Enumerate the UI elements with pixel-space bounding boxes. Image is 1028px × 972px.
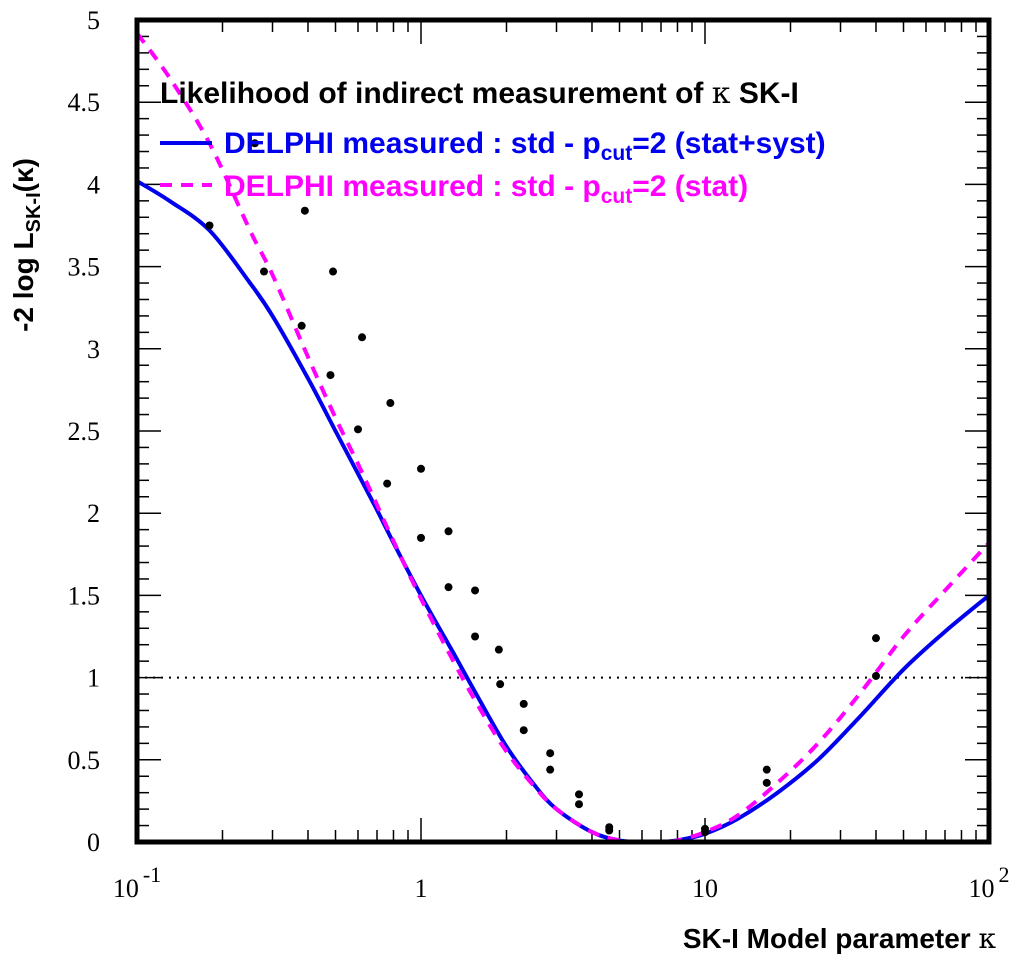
x-tick-label: 10 (692, 874, 718, 903)
data-point (417, 464, 425, 473)
y-tick-label: 2 (87, 499, 100, 528)
x-tick-label: 10 -1 (113, 862, 161, 903)
y-tick-label: 3.5 (68, 253, 101, 282)
x-axis-title: SK-I Model parameter κ (683, 922, 997, 955)
legend-label-stat-syst-tail: =2 (stat+syst) (632, 127, 825, 160)
x-tick-labels: 10 -1 1 10 10 2 (113, 862, 1010, 903)
y-axis-title-tail: (κ) (8, 158, 39, 192)
x-tick-label: 1 (415, 874, 428, 903)
legend: Likelihood of indirect measurement of κ … (160, 76, 826, 208)
data-point (444, 527, 453, 536)
data-point (605, 823, 614, 832)
y-tick-label: 5 (87, 6, 100, 35)
legend-title-greek: κ (712, 76, 731, 111)
data-point (519, 726, 528, 735)
y-axis-title-head: -2 log L (8, 232, 39, 332)
legend-label-stat-syst-sub: cut (601, 142, 633, 165)
data-point (358, 333, 367, 342)
legend-title: Likelihood of indirect measurement of κ … (160, 76, 799, 111)
data-point (762, 765, 771, 774)
data-point (871, 634, 880, 643)
data-point (300, 206, 309, 215)
x-axis-title-head: SK-I Model parameter (683, 923, 979, 954)
data-point (574, 800, 583, 809)
y-tick-labels: 0 0.5 1 1.5 2 2.5 3 3.5 4 4.5 5 (68, 6, 101, 857)
y-axis-title-sub: SK-I (23, 192, 45, 232)
data-point (383, 479, 392, 488)
data-point (386, 399, 395, 408)
data-point (519, 699, 528, 708)
plot-frame (134, 17, 992, 845)
data-point (496, 680, 505, 689)
data-point (871, 671, 880, 680)
y-tick-label: 1.5 (68, 581, 101, 610)
data-point (701, 824, 709, 833)
data-point (417, 533, 425, 542)
legend-label-stat-tail: =2 (stat) (632, 170, 748, 203)
x-axis-title-greek: κ (979, 922, 997, 955)
y-tick-label: 0 (87, 828, 100, 857)
data-point (574, 790, 583, 799)
data-point (471, 632, 480, 641)
data-point (297, 321, 306, 330)
legend-label-stat-syst: DELPHI measured : std - pcut=2 (stat+sys… (224, 127, 826, 165)
data-point (494, 645, 503, 654)
data-point (205, 221, 214, 230)
series-line-0 (135, 179, 991, 845)
data-point (250, 139, 259, 148)
y-tick-label: 0.5 (68, 746, 101, 775)
legend-label-stat-syst-head: DELPHI measured : std - p (224, 127, 601, 160)
legend-label-stat: DELPHI measured : std - pcut=2 (stat) (224, 170, 748, 208)
y-tick-label: 4 (87, 170, 100, 199)
data-point (762, 778, 771, 787)
data-point (546, 749, 555, 758)
data-point (326, 371, 335, 380)
y-tick-label: 2.5 (68, 417, 101, 446)
y-axis-title: -2 log LSK-I(κ) (8, 158, 45, 332)
series-line-1 (135, 32, 991, 845)
data-point (546, 765, 555, 774)
legend-label-stat-head: DELPHI measured : std - p (224, 170, 601, 203)
x-tick-label: 10 2 (969, 862, 1010, 903)
data-point (329, 267, 338, 276)
y-tick-label: 3 (87, 335, 100, 364)
data-point (471, 586, 480, 595)
y-tick-label: 1 (87, 664, 100, 693)
y-tick-label: 4.5 (68, 88, 101, 117)
legend-title-tail: SK-I (731, 77, 799, 110)
marker-layer (205, 139, 880, 837)
data-point (259, 267, 268, 276)
legend-title-head: Likelihood of indirect measurement of (160, 77, 712, 110)
data-point (353, 425, 362, 434)
legend-label-stat-sub: cut (601, 185, 633, 208)
data-point (444, 583, 453, 592)
series-layer (135, 32, 991, 845)
